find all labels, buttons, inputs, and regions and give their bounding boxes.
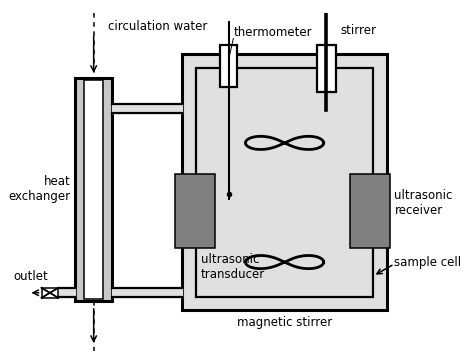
Text: sample cell: sample cell	[394, 256, 462, 269]
Bar	[75, 78, 112, 301]
Bar	[196, 68, 373, 297]
Text: magnetic stirrer: magnetic stirrer	[237, 316, 332, 329]
Text: circulation water: circulation water	[108, 20, 207, 33]
Bar	[317, 45, 336, 92]
Bar	[182, 55, 387, 310]
Bar	[84, 80, 103, 299]
Bar	[350, 174, 390, 248]
Bar	[220, 45, 237, 87]
Text: outlet: outlet	[13, 270, 48, 282]
Bar	[175, 174, 215, 248]
Bar	[42, 288, 58, 298]
Text: stirrer: stirrer	[340, 24, 376, 37]
Text: ultrasonic
transducer: ultrasonic transducer	[201, 253, 265, 281]
Text: thermometer: thermometer	[233, 27, 312, 40]
Text: heat
exchanger: heat exchanger	[8, 175, 70, 203]
Text: ultrasonic
receiver: ultrasonic receiver	[394, 189, 453, 217]
